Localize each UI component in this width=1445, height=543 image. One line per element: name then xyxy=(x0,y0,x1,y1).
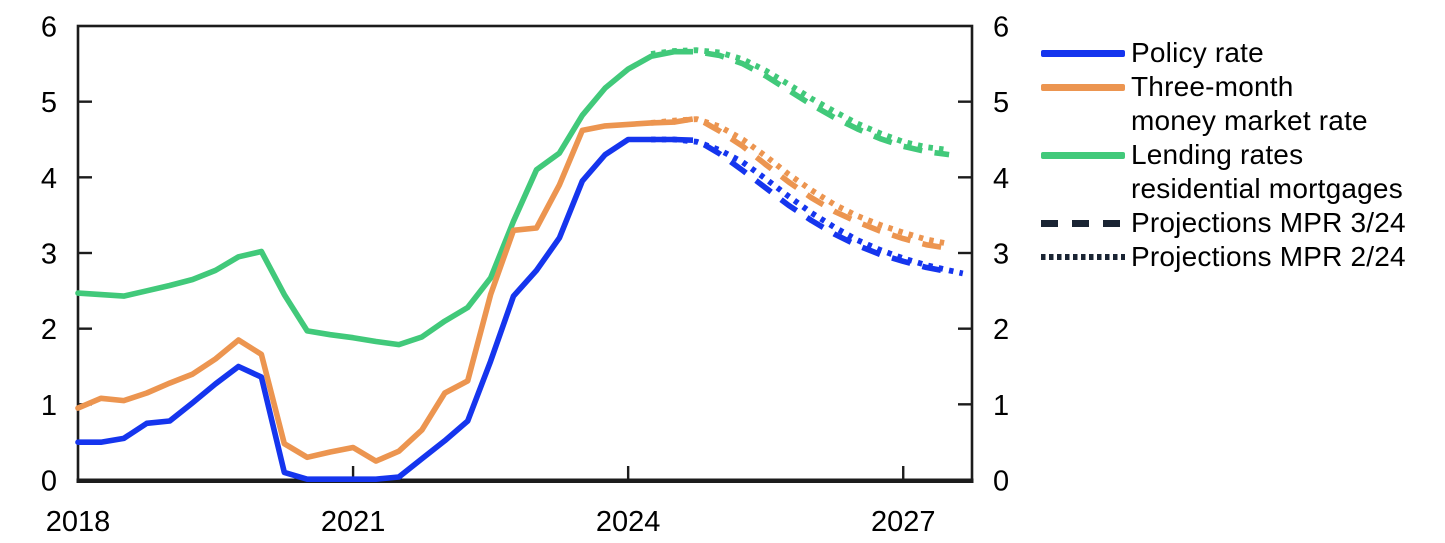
y-axis-label-right: 6 xyxy=(993,12,1009,44)
x-axis-label: 2021 xyxy=(321,506,386,538)
legend-label-lending-rates: Lending rates residential mortgages xyxy=(1131,139,1403,204)
y-axis-label-left: 5 xyxy=(41,87,57,119)
series-lending-rates-projection-mpr-3-24 xyxy=(674,48,950,158)
series-lending-rates xyxy=(75,48,677,348)
legend-item-lending-rates: Lending rates residential mortgages xyxy=(1041,138,1441,206)
series-money-market-projection-mpr-2-24 xyxy=(650,116,950,247)
legend-item-policy-rate: Policy rate xyxy=(1041,36,1441,70)
legend-label-projections-mpr-2-24: Projections MPR 2/24 xyxy=(1131,241,1406,272)
rates-line-chart: 0 0 1 1 2 2 3 3 4 4 5 5 6 6 2018 2021 2024 2027 xyxy=(41,12,1009,539)
y-axis-label-left: 1 xyxy=(41,390,57,422)
series-policy-rate-projection-mpr-3-24 xyxy=(673,136,950,275)
series-lending-rates-projection-mpr-2-24 xyxy=(650,47,950,153)
y-axis-label-left: 3 xyxy=(41,239,57,271)
series-money-market-rate xyxy=(75,119,677,464)
solid-line-swatch-orange xyxy=(1041,84,1125,91)
y-axis-label-right: 0 xyxy=(993,466,1009,498)
x-axis-label: 2018 xyxy=(46,506,111,538)
series-policy-rate-projection-mpr-2-24 xyxy=(651,136,964,277)
legend-item-money-market-rate: Three-month money market rate xyxy=(1041,70,1441,138)
chart-legend: Policy rate Three-month money market rat… xyxy=(1041,36,1441,274)
y-axis-label-left: 0 xyxy=(41,466,57,498)
x-axis-label: 2027 xyxy=(871,506,936,538)
y-axis-label-right: 1 xyxy=(993,390,1009,422)
solid-line-swatch-blue xyxy=(1041,50,1125,57)
legend-item-projections-mpr-2-24: Projections MPR 2/24 xyxy=(1041,240,1441,274)
legend-label-projections-mpr-3-24: Projections MPR 3/24 xyxy=(1131,207,1406,238)
y-axis-label-right: 5 xyxy=(993,87,1009,119)
y-axis-label-left: 2 xyxy=(41,314,57,346)
solid-line-swatch-green xyxy=(1041,152,1125,159)
dotted-line-swatch xyxy=(1041,254,1125,260)
legend-label-money-market-rate: Three-month money market rate xyxy=(1131,71,1368,136)
series-money-market-projection-mpr-3-24 xyxy=(673,115,950,252)
legend-item-projections-mpr-3-24: Projections MPR 3/24 xyxy=(1041,206,1441,240)
y-axis-label-right: 3 xyxy=(993,239,1009,271)
y-axis-label-left: 6 xyxy=(41,12,57,44)
series-policy-rate xyxy=(75,136,677,483)
plot-border xyxy=(76,24,974,482)
y-axis-label-right: 4 xyxy=(993,163,1009,195)
legend-label-policy-rate: Policy rate xyxy=(1131,37,1264,68)
dashed-line-swatch xyxy=(1041,220,1125,227)
y-axis-label-right: 2 xyxy=(993,314,1009,346)
y-axis-label-left: 4 xyxy=(41,163,57,195)
x-axis-label: 2024 xyxy=(596,506,661,538)
